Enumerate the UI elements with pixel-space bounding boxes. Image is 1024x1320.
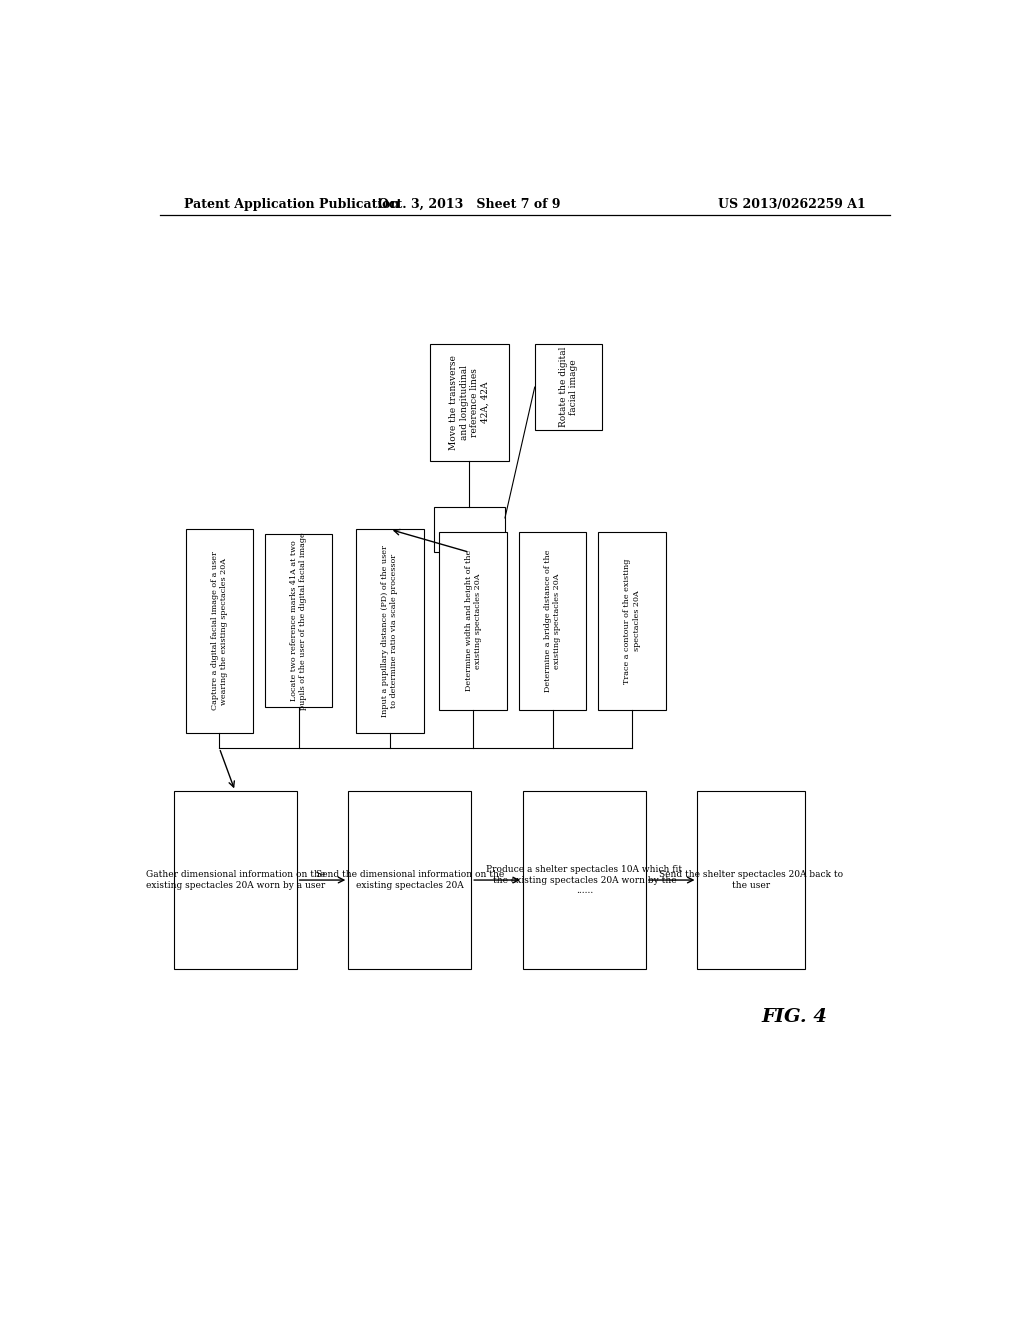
Text: Gather dimensional information on the
existing spectacles 20A worn by a user: Gather dimensional information on the ex…: [145, 870, 325, 890]
Bar: [697, 791, 805, 969]
Bar: [523, 791, 646, 969]
Text: Patent Application Publication: Patent Application Publication: [183, 198, 399, 211]
Text: Oct. 3, 2013   Sheet 7 of 9: Oct. 3, 2013 Sheet 7 of 9: [378, 198, 560, 211]
Bar: [535, 345, 602, 430]
Text: Trace a contour of the existing
spectacles 20A: Trace a contour of the existing spectacl…: [624, 558, 641, 684]
Text: Rotate the digital
facial image: Rotate the digital facial image: [559, 347, 579, 428]
Text: Send the dimensional information on the
existing spectacles 20A: Send the dimensional information on the …: [315, 870, 504, 890]
Text: Produce a shelter spectacles 10A which fit
the existing spectacles 20A worn by t: Produce a shelter spectacles 10A which f…: [486, 865, 682, 895]
Bar: [265, 535, 333, 708]
Text: Determine a bridge distance of the
existing spectacles 20A: Determine a bridge distance of the exist…: [544, 549, 561, 692]
Text: Send the shelter spectacles 20A back to
the user: Send the shelter spectacles 20A back to …: [658, 870, 843, 890]
Bar: [174, 791, 297, 969]
Bar: [598, 532, 666, 710]
Bar: [433, 507, 505, 552]
Bar: [439, 532, 507, 710]
Text: Locate two reference marks 41A at two
pupils of the user of the digital facial i: Locate two reference marks 41A at two pu…: [290, 532, 307, 710]
Bar: [430, 345, 509, 461]
Text: Move the transverse
and longitudinal
reference lines
42A, 42A: Move the transverse and longitudinal ref…: [450, 355, 489, 450]
Bar: [519, 532, 587, 710]
Text: Input a pupillary distance (PD) of the user
to determine ratio via scale process: Input a pupillary distance (PD) of the u…: [381, 545, 398, 717]
Bar: [356, 529, 424, 733]
Bar: [185, 529, 253, 733]
Text: US 2013/0262259 A1: US 2013/0262259 A1: [718, 198, 866, 211]
Text: Capture a digital facial image of a user
wearing the existing spectacles 20A: Capture a digital facial image of a user…: [211, 552, 228, 710]
Bar: [348, 791, 471, 969]
Text: FIG. 4: FIG. 4: [762, 1008, 827, 1026]
Text: Determine width and height of the
existing spectacles 20A: Determine width and height of the existi…: [465, 550, 482, 692]
